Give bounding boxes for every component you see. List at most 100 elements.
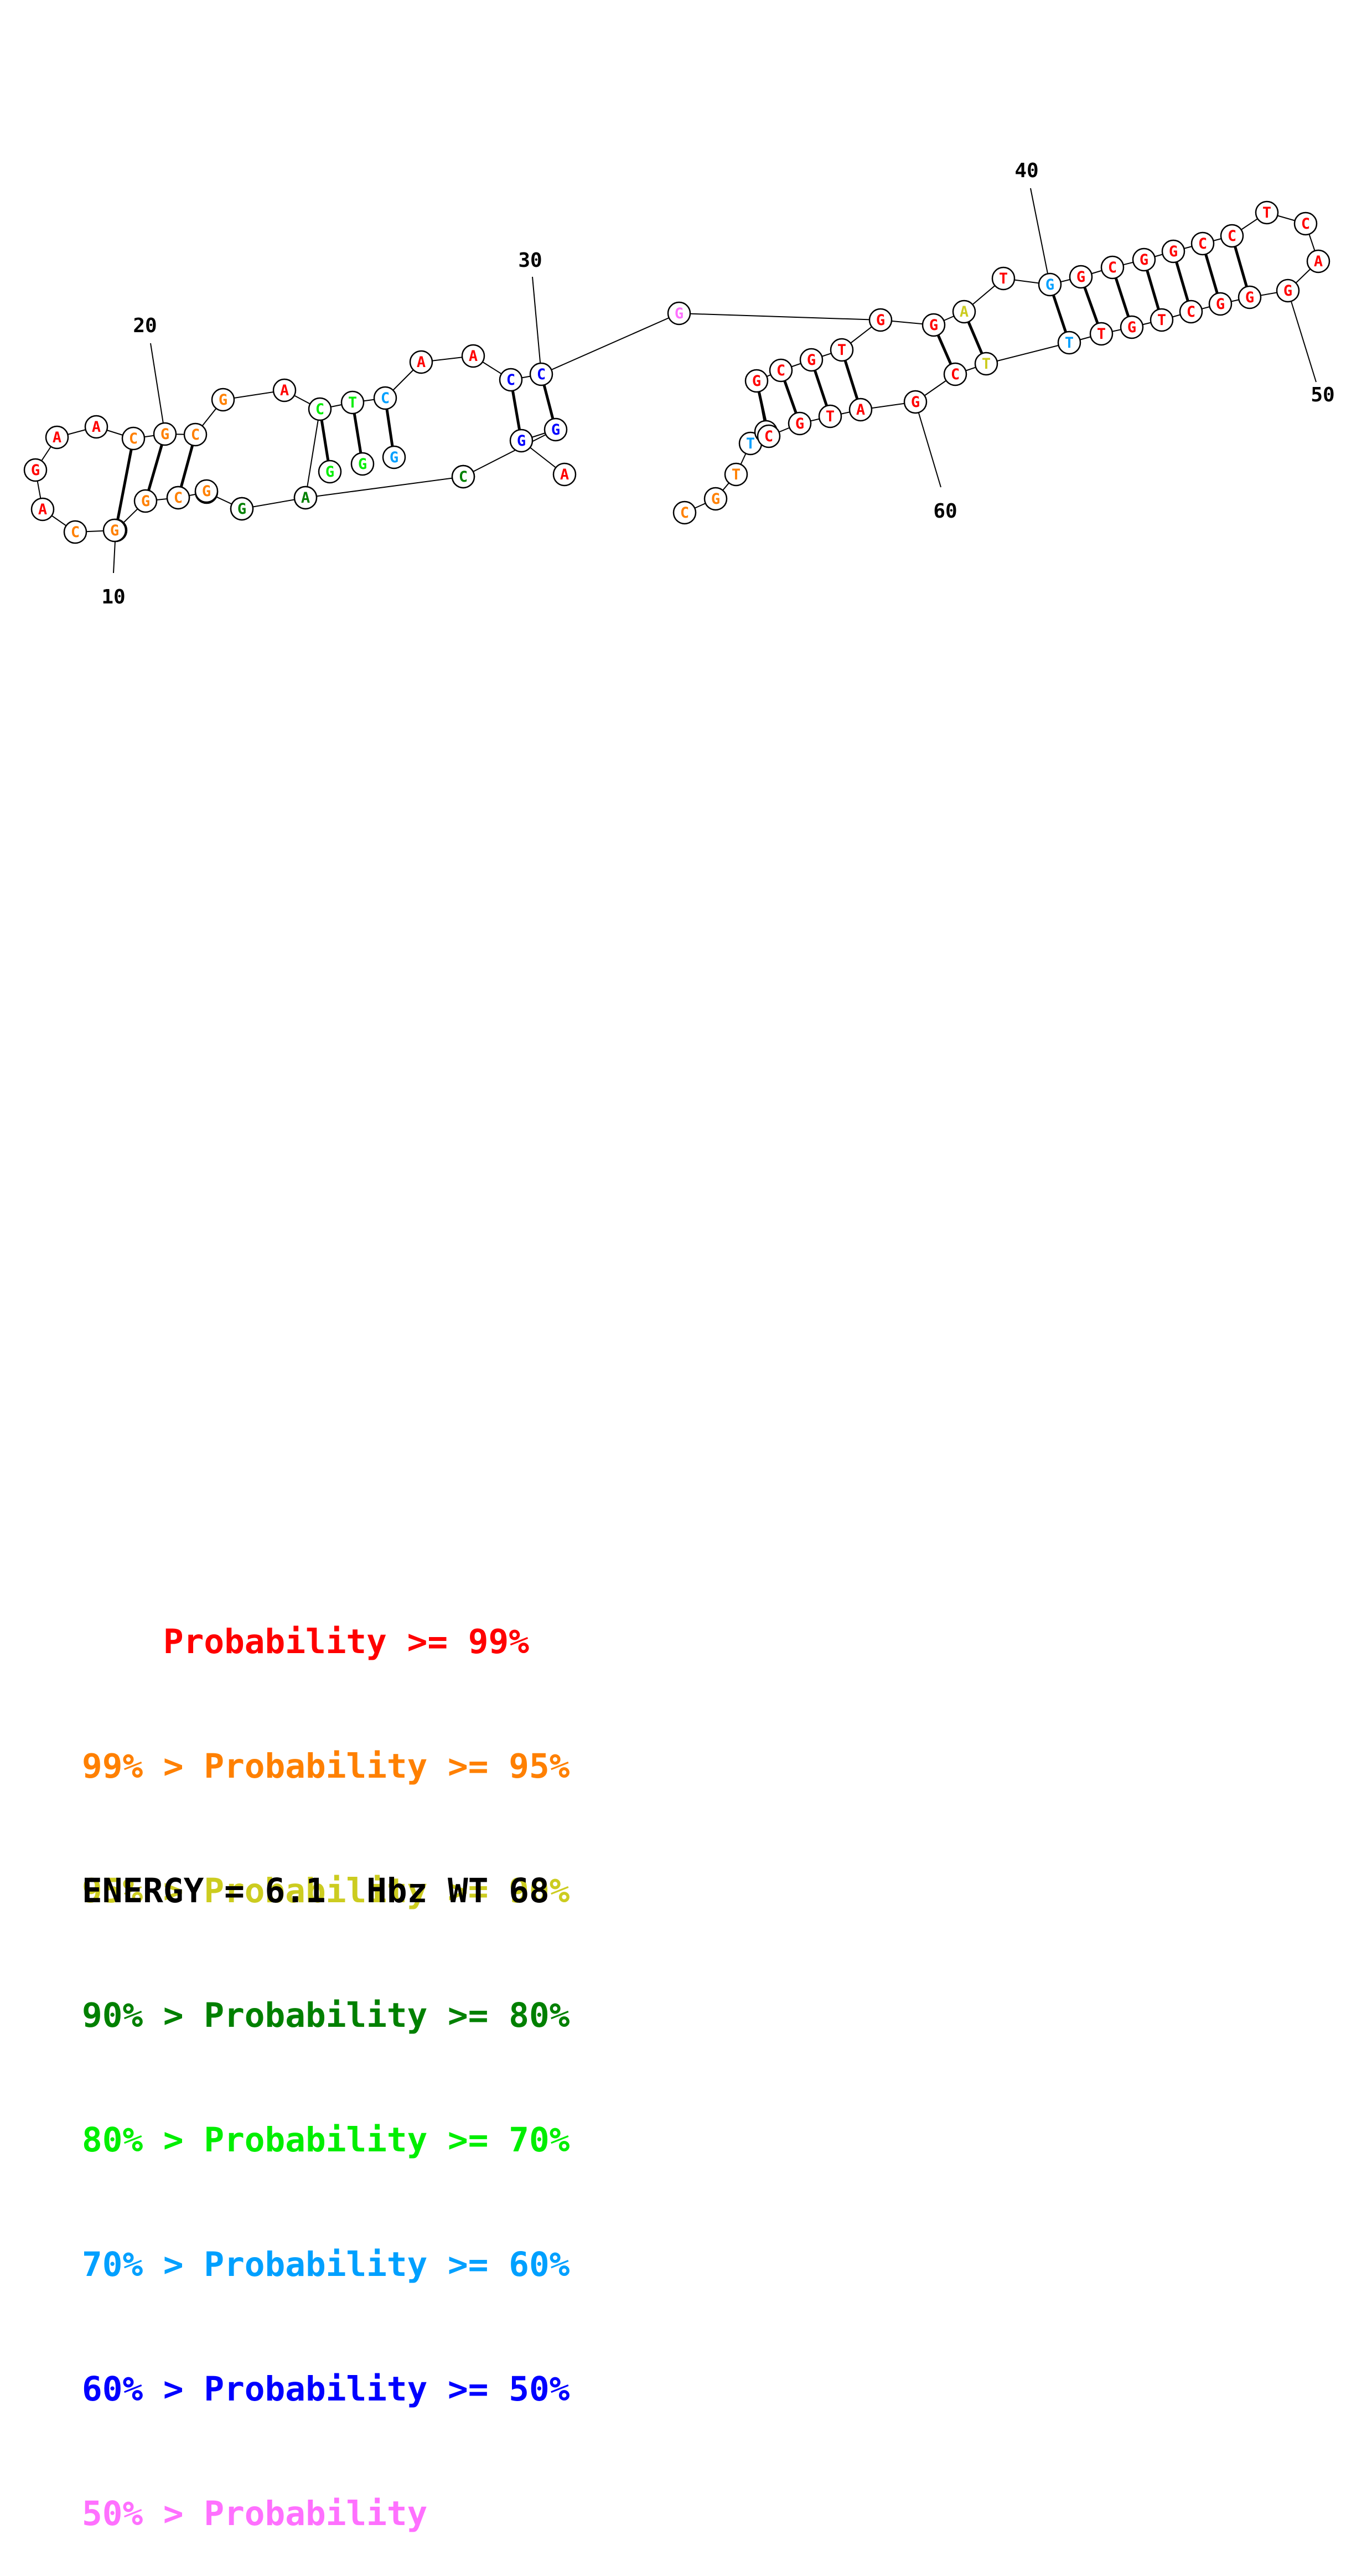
nucleotide-letter: A [1314,253,1323,270]
position-tick [1287,290,1317,383]
nucleotide-57: T [974,352,998,376]
nucleotide-circle [788,411,812,436]
nucleotide-letter: C [537,366,546,383]
nucleotide-circle [921,313,946,337]
nucleotide-circle [1069,265,1093,289]
nucleotide-35: G [868,308,893,332]
nucleotide-letter: C [71,524,80,541]
nucleotide-circle [1208,292,1233,316]
nucleotide-letter: T [1097,326,1106,343]
nucleotide-46: T [1255,200,1279,225]
nucleotide-letter: G [551,421,560,438]
nucleotide-letter: G [929,317,938,334]
nucleotide-24: C [308,397,332,421]
legend-prefix: 70% > [82,2245,204,2284]
nucleotide-letter: G [219,391,227,409]
backbone-segment [463,429,556,477]
backbone-lines [35,212,1319,533]
nucleotide-60: A [848,398,873,422]
position-label: 50 [1311,384,1334,406]
legend-label: Probability >= 90% [204,1871,570,1911]
nucleotide-circle [1150,308,1174,332]
nucleotide-letter: G [1076,269,1085,286]
nucleotide-circle [903,390,928,414]
nucleotide-circle [744,369,769,393]
nucleotide-73: C [166,486,190,510]
nucleotide-30: C [529,362,553,386]
nucleotide-circle [153,422,177,446]
nucleotide-letter: G [1045,276,1054,293]
nucleotide-41: C [1100,255,1125,280]
nucleotide-circle [350,452,375,476]
backbone-segment [305,476,464,498]
nucleotide-63: C [757,424,781,448]
nucleotide-circle [84,415,108,439]
nucleotide-letter: G [911,394,920,411]
nucleotide-circle [757,424,781,448]
nucleotide-27: A [409,350,433,374]
nucleotide-letter: A [280,382,289,399]
nucleotide-25: T [340,390,365,415]
nucleotide-32: C [769,358,793,383]
position-label: 10 [101,586,125,608]
nucleotide-letter: C [776,362,785,379]
legend-row: 95% > Probability >= 90% [82,1870,569,1912]
legend-prefix: 60% > [82,2369,204,2409]
backbone-segment [305,409,320,498]
nucleotide-letter: C [315,401,324,418]
nucleotide-letter: T [1157,312,1166,329]
backbone-segment [986,342,1070,364]
nucleotide-circle [1132,247,1156,272]
nucleotide-56: T [1057,331,1081,355]
nucleotide-letter: T [1065,334,1074,352]
nucleotide-circle [1238,285,1262,309]
nucleotide-letter: G [1216,296,1225,313]
nucleotide-circle [830,338,854,362]
nucleotide-2: G [703,487,728,511]
nucleotide-circle [1255,200,1279,225]
nucleotide-letter: C [174,489,183,507]
nucleotide-letter: G [752,373,761,390]
nucleotide-letter: C [951,366,960,383]
nucleotide-circle [373,386,397,410]
position-tick [532,276,542,375]
legend-row: 50% > Probability [82,2493,569,2534]
legend-row: Probability >= 99% [82,1621,569,1663]
nucleotide-letter: C [1301,215,1310,233]
nucleotide-circle [211,388,235,412]
position-tick [150,343,165,435]
nucleotide-45: C [1220,224,1244,248]
nucleotide-circle [1276,278,1300,303]
legend-prefix: 95% > [82,1871,204,1911]
nucleotide-65: G [543,417,568,442]
nucleotide-42: G [1132,247,1156,272]
nucleotide-circle [1038,272,1062,297]
legend-prefix [82,1622,163,1661]
nucleotide-letter: G [325,463,334,481]
nucleotide-19: C [121,426,146,451]
nucleotide-letter: A [560,466,569,483]
nucleotide-circle [848,398,873,422]
nucleotide-circle [133,489,158,513]
nucleotide-circle [382,445,406,469]
nucleotide-16: G [23,458,48,482]
nucleotide-69: G [318,460,342,484]
nucleotide-64: G [509,429,534,453]
nucleotide-letter: A [53,429,61,446]
nucleotide-letter: T [746,435,755,452]
nucleotide-36: G [921,313,946,337]
nucleotide-circle [45,425,69,450]
legend-label: Probability >= 70% [204,2120,570,2160]
nucleotide-letter: G [31,462,40,479]
nucleotide-70: A [293,486,318,510]
legend-row: 90% > Probability >= 80% [82,1995,569,2036]
nucleotide-letter: G [795,415,804,432]
nucleotide-52: C [1179,300,1203,324]
nucleotide-circle [194,479,219,503]
nucleotide-letter: T [1262,204,1271,221]
nucleotide-circle [529,362,553,386]
nucleotide-66: C [451,464,475,489]
nucleotide-letter: C [1108,259,1117,276]
nucleotide-letter: G [517,432,526,450]
